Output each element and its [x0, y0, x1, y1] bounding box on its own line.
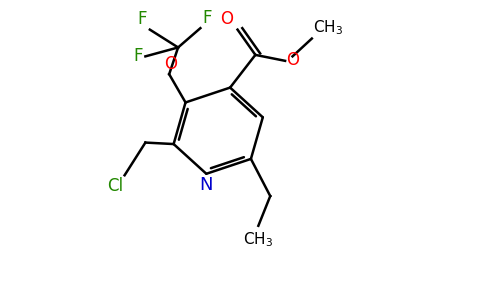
Text: O: O: [220, 10, 233, 28]
Text: CH$_3$: CH$_3$: [313, 18, 344, 37]
Text: F: F: [202, 9, 212, 27]
Text: N: N: [199, 176, 213, 194]
Text: F: F: [137, 10, 147, 28]
Text: CH$_3$: CH$_3$: [243, 230, 273, 249]
Text: F: F: [133, 47, 142, 65]
Text: O: O: [164, 55, 177, 73]
Text: Cl: Cl: [107, 177, 123, 195]
Text: O: O: [286, 51, 299, 69]
